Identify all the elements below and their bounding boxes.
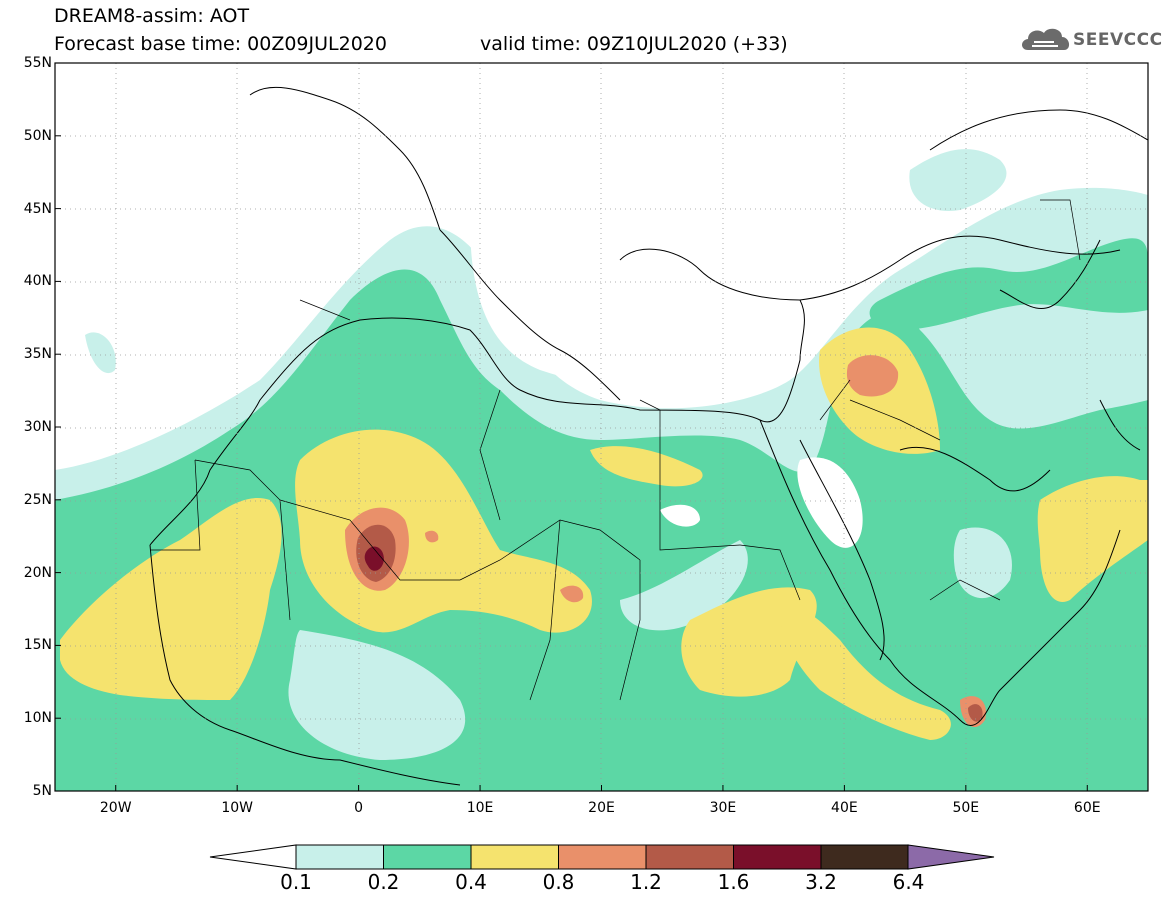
- aot-fill-0.8: [425, 530, 439, 543]
- latitude-label: 55N: [23, 55, 52, 71]
- aot-fill-0.1: [288, 630, 466, 760]
- longitude-label: 10E: [466, 800, 494, 816]
- aot-fill-0.2: [55, 560, 120, 791]
- country-borders: [150, 199, 1081, 701]
- colorbar-label: 3.2: [805, 870, 837, 894]
- colorbar-label: 6.4: [892, 870, 925, 894]
- colorbar-label: 1.6: [717, 870, 750, 894]
- longitude-label: 60E: [1073, 800, 1101, 816]
- aot-fill-0.1: [953, 527, 1012, 599]
- aot-fill-0.8: [560, 585, 584, 603]
- latitude-label: 10N: [23, 710, 52, 727]
- longitude-label: 40E: [831, 800, 858, 816]
- colorbar-over-arrow: [907, 844, 995, 870]
- aot-fill-none: [797, 457, 863, 548]
- colorbar-swatch: [820, 844, 909, 870]
- latitude-label: 20N: [23, 564, 52, 581]
- longitude-label: 30E: [709, 800, 737, 816]
- aot-fill-none: [660, 504, 700, 527]
- aot-fill-none: [470, 212, 761, 391]
- valid-time: valid time: 09Z10JUL2020 (+33): [480, 33, 788, 55]
- colorbar-under-arrow: [209, 844, 297, 870]
- latitude-label: 25N: [23, 491, 52, 508]
- colorbar-swatch: [558, 844, 647, 870]
- aot-fill-1.6: [364, 546, 384, 571]
- aot-fill-0.4: [780, 607, 951, 740]
- colorbar-swatch: [295, 844, 384, 870]
- longitude-label: 20E: [588, 800, 615, 816]
- colorbar-label: 0.1: [280, 870, 312, 894]
- map-title: DREAM8-assim: AOT: [54, 5, 250, 27]
- latitude-label: 40N: [23, 273, 52, 290]
- colorbar-label: 0.4: [455, 870, 487, 894]
- colorbar-swatch: [383, 844, 472, 870]
- latitude-label: 15N: [23, 637, 52, 654]
- aot-fill-0.4: [60, 498, 282, 700]
- latitude-label: 35N: [23, 346, 52, 363]
- latitude-label: 50N: [23, 127, 52, 144]
- aot-fill-0.1: [85, 332, 116, 374]
- colorbar-label: 0.2: [367, 870, 400, 894]
- aot-fill-0.4: [590, 446, 703, 487]
- aot-fill-0.1: [909, 149, 1007, 211]
- logo-text: SEEVCCC: [1073, 30, 1163, 50]
- colorbar-label: 0.8: [542, 870, 575, 894]
- aot-fill-1.2: [968, 704, 983, 722]
- longitude-label: 10W: [221, 800, 253, 816]
- aot-fill-0.2: [869, 238, 1148, 330]
- longitude-label: 20W: [99, 800, 132, 816]
- axis-ticks: [55, 62, 1088, 792]
- aot-fill-0.8: [846, 355, 899, 397]
- latitude-label: 30N: [23, 419, 52, 435]
- colorbar-swatch: [733, 844, 822, 870]
- colorbar-label: 1.2: [630, 870, 662, 894]
- colorbar: [209, 844, 995, 870]
- colorbar-swatch: [645, 844, 734, 870]
- colorbar-swatch: [470, 844, 559, 870]
- coastlines: [149, 86, 1148, 786]
- forecast-base-time: Forecast base time: 00Z09JUL2020: [54, 33, 387, 55]
- latitude-label: 45N: [23, 200, 52, 217]
- longitude-label: 50E: [952, 800, 980, 816]
- latitude-label: 5N: [32, 783, 52, 799]
- aot-fill-0.4: [1037, 476, 1148, 602]
- cloud-icon: [1022, 28, 1070, 50]
- graticule: [55, 63, 1148, 791]
- aot-contour-fills: [55, 149, 1148, 791]
- longitude-label: 0: [354, 800, 364, 816]
